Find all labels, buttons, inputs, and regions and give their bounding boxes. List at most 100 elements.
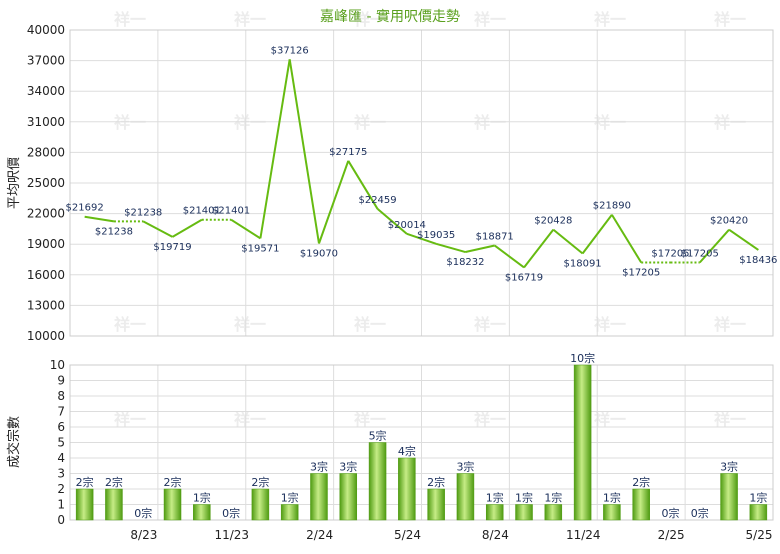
volume-bar (75, 488, 94, 521)
volume-data-label: 1宗 (486, 491, 504, 505)
volume-bar (339, 473, 358, 521)
volume-bar (573, 364, 592, 521)
volume-bar (193, 504, 211, 521)
x-tick-label: 11/23 (214, 528, 249, 542)
price-data-label: $21238 (124, 207, 162, 218)
price-data-label: $17205 (622, 268, 660, 279)
watermark-text: 祥一 (234, 315, 266, 334)
price-data-label: $18436 (739, 255, 777, 266)
bar-y-tick-label: 10 (50, 358, 65, 372)
price-data-label: $27175 (329, 147, 367, 158)
volume-data-label: 2宗 (427, 475, 445, 489)
volume-data-label: 2宗 (251, 475, 269, 489)
volume-bar (749, 504, 768, 521)
chart-title: 嘉峰匯 - 實用呎價走勢 (320, 8, 460, 25)
watermark-text: 祥一 (474, 10, 506, 29)
watermark-text: 祥一 (594, 315, 626, 334)
price-line-segment (230, 218, 261, 240)
price-line-segment (288, 59, 320, 244)
x-tick-label: 8/24 (482, 528, 509, 542)
price-data-label: $19719 (153, 242, 191, 253)
line-y-tick-label: 34000 (27, 84, 65, 98)
price-line-segment (523, 229, 555, 269)
line-y-tick-label: 22000 (27, 207, 65, 221)
x-tick-label: 5/25 (746, 528, 773, 542)
line-y-tick-label: 10000 (27, 329, 65, 343)
price-line-segment (494, 244, 525, 269)
price-data-label: $17205 (651, 249, 689, 260)
line-y-tick-label: 37000 (27, 54, 65, 68)
volume-bar (427, 488, 445, 521)
volume-data-label: 1宗 (603, 491, 621, 505)
volume-bar (544, 504, 563, 521)
watermark-text: 祥一 (714, 10, 746, 29)
price-line-segment (84, 215, 115, 223)
bar-y-tick-label: 4 (57, 451, 65, 465)
volume-data-label: 1宗 (193, 491, 211, 505)
bar-y-tick-label: 9 (57, 374, 65, 388)
volume-data-label: 3宗 (339, 460, 357, 474)
line-plot-frame (69, 29, 774, 337)
volume-data-label: 4宗 (398, 444, 416, 458)
price-data-label: $19571 (241, 243, 279, 254)
price-data-label: $21238 (95, 226, 133, 237)
watermark-text: 祥一 (594, 113, 626, 132)
watermark-text: 祥一 (114, 410, 146, 429)
price-data-label: $21890 (593, 201, 631, 212)
price-data-label: $22459 (358, 195, 396, 206)
bar-y-axis-label: 成交宗數 (6, 416, 22, 468)
line-y-tick-label: 13000 (27, 298, 65, 312)
line-y-tick-label: 25000 (27, 176, 65, 190)
watermark-text: 祥一 (594, 10, 626, 29)
bar-y-tick-label: 5 (57, 436, 65, 450)
volume-bar (603, 504, 621, 521)
volume-bar-chart: 01 23 45 67 89 10 8/23 11/23 2/24 5/24 8/24 11/24 2/… (50, 351, 774, 542)
watermark-text: 祥一 (714, 410, 746, 429)
bar-y-tick-label: 3 (57, 467, 65, 481)
volume-bar (632, 488, 650, 521)
price-data-label: $37126 (271, 45, 309, 56)
bar-y-tick-label: 7 (57, 405, 65, 419)
price-line-segment (376, 208, 408, 235)
price-data-label: $21692 (66, 203, 104, 214)
watermark-text: 祥一 (114, 10, 146, 29)
volume-data-label: 2宗 (164, 475, 182, 489)
price-data-label: $19070 (300, 248, 338, 259)
price-line-segment (172, 218, 203, 238)
volume-bar (105, 488, 123, 521)
volume-data-label: 1宗 (544, 491, 562, 505)
x-tick-label: 5/24 (394, 528, 421, 542)
volume-data-label: 2宗 (632, 475, 650, 489)
volume-bar (368, 442, 387, 521)
watermark-text: 祥一 (234, 10, 266, 29)
volume-data-label: 10宗 (570, 351, 595, 365)
bar-y-tick-label: 2 (57, 482, 65, 496)
volume-data-label: 1宗 (281, 491, 299, 505)
price-line-segment (611, 214, 643, 264)
x-tick-label: 2/25 (658, 528, 685, 542)
watermark-text: 祥一 (714, 113, 746, 132)
volume-bar (720, 473, 738, 521)
price-data-label: $17205 (681, 249, 719, 260)
price-line-segment (581, 214, 613, 255)
watermark-text: 祥一 (714, 315, 746, 334)
watermark-text: 祥一 (354, 315, 386, 334)
price-data-label: $19035 (417, 230, 455, 241)
bar-y-tick-label: 1 (57, 498, 65, 512)
watermark-text: 祥一 (114, 315, 146, 334)
volume-data-label: 1宗 (749, 491, 767, 505)
volume-bar (515, 504, 533, 521)
line-y-axis-label: 平均呎價 (7, 157, 22, 209)
watermark-text: 祥一 (474, 113, 506, 132)
volume-data-label: 0宗 (691, 506, 709, 520)
bar-y-tick-label: 0 (57, 513, 65, 527)
x-tick-label: 11/24 (566, 528, 601, 542)
watermark-text: 祥一 (234, 410, 266, 429)
price-line-segment (699, 229, 730, 264)
line-y-tick-label: 19000 (27, 237, 65, 251)
price-line-segment (465, 244, 495, 254)
bar-plot-frame (69, 364, 774, 521)
volume-data-label: 1宗 (515, 491, 533, 505)
